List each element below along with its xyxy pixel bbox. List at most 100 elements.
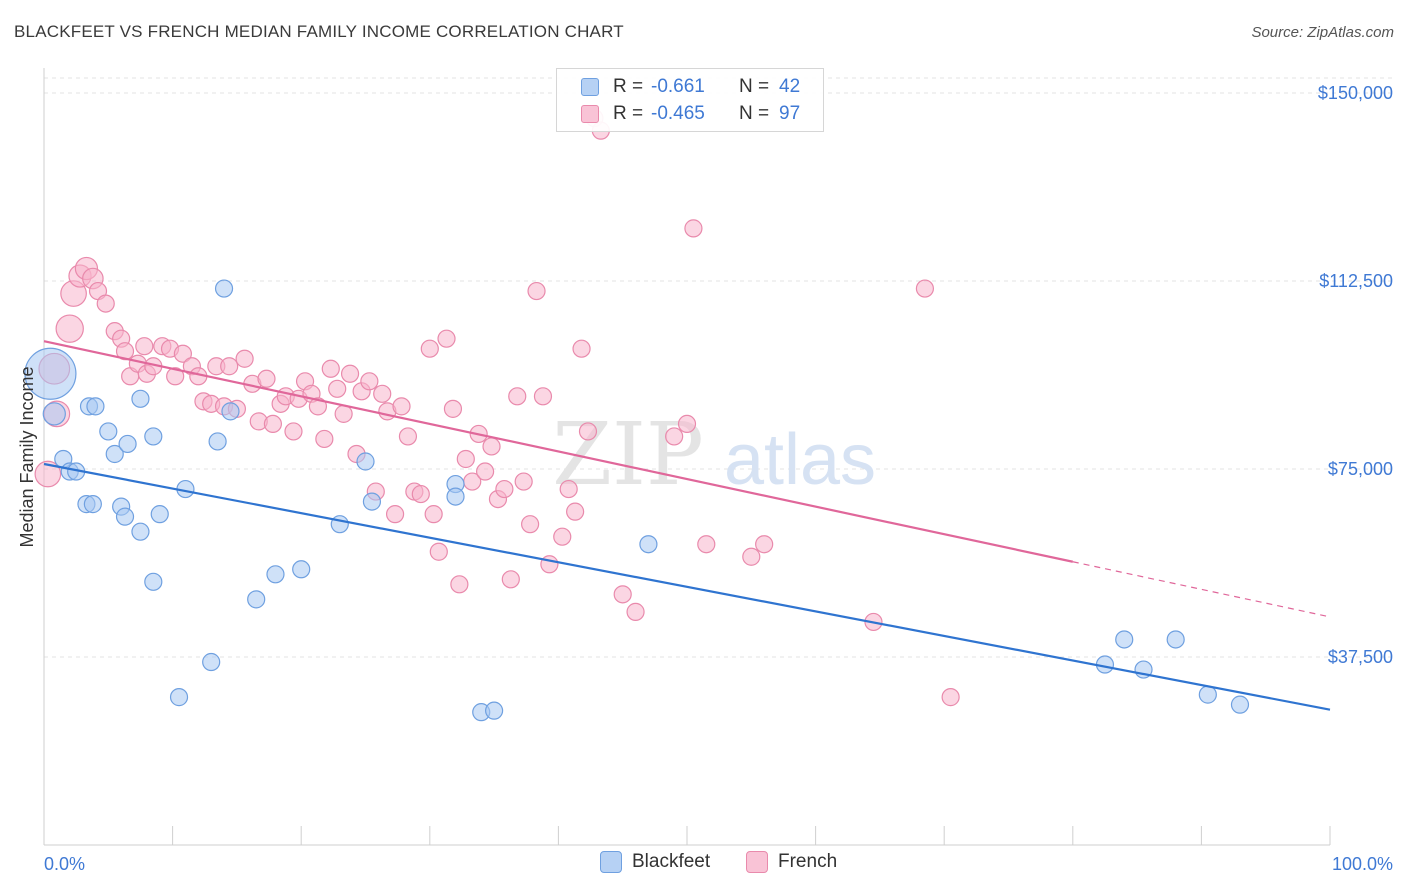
blackfeet-point xyxy=(485,701,504,720)
french-point xyxy=(697,535,716,554)
french-point xyxy=(553,527,572,546)
french-point xyxy=(559,479,578,499)
legend-swatch-blackfeet xyxy=(581,78,599,96)
series-legend-blackfeet[interactable]: Blackfeet xyxy=(600,851,710,873)
french-point xyxy=(527,281,546,301)
legend-row-french: R = -0.465 N = 97 xyxy=(581,101,800,127)
blackfeet-point xyxy=(446,487,465,506)
french-point xyxy=(508,387,527,406)
french-point xyxy=(385,505,405,524)
blackfeet-point xyxy=(1230,695,1250,714)
french-point xyxy=(424,505,443,524)
blackfeet-point xyxy=(330,515,349,534)
french-point xyxy=(308,397,328,416)
french-point xyxy=(392,397,411,416)
french-point xyxy=(482,437,501,456)
french-point xyxy=(475,462,495,481)
french-point xyxy=(334,404,353,423)
french-point xyxy=(321,359,340,378)
legend-n-label: N = xyxy=(739,76,770,97)
french-point xyxy=(235,349,254,368)
x-tick-label: 100.0% xyxy=(1332,854,1393,874)
french-point xyxy=(166,367,185,386)
watermark-atlas: atlas xyxy=(724,420,876,500)
series-legend-french[interactable]: French xyxy=(746,851,837,873)
french-point xyxy=(328,379,347,398)
french-point xyxy=(340,364,360,383)
blackfeet-point xyxy=(1198,685,1217,704)
series-swatch-blackfeet xyxy=(600,851,622,873)
y-tick-label: $112,500 xyxy=(1319,271,1393,291)
y-tick-label: $37,500 xyxy=(1328,647,1393,667)
y-axis-title: Median Family Income xyxy=(17,366,37,547)
french-point xyxy=(941,688,960,707)
french-point xyxy=(360,372,379,391)
french-point xyxy=(684,219,703,238)
blackfeet-point xyxy=(131,389,150,408)
french-point xyxy=(915,279,935,298)
french-point xyxy=(443,399,463,418)
axes xyxy=(43,68,1331,846)
blackfeet-point xyxy=(214,279,234,298)
french-point xyxy=(315,429,334,449)
french-point xyxy=(429,542,448,561)
french-point xyxy=(220,357,239,376)
french-point xyxy=(263,414,283,434)
legend-r-label: R = xyxy=(613,103,644,124)
legend-r-value: -0.661 xyxy=(651,76,705,97)
french-point xyxy=(398,427,418,446)
french-point xyxy=(755,535,774,554)
x-tick-label: 0.0% xyxy=(44,854,85,874)
series-label-french: French xyxy=(778,851,838,872)
french-point xyxy=(626,602,645,621)
blackfeet-point xyxy=(83,495,102,514)
french-point xyxy=(34,460,62,488)
french-point xyxy=(437,329,456,348)
legend-n-label: N = xyxy=(739,103,770,124)
french-point xyxy=(55,314,84,343)
french-point xyxy=(420,339,439,358)
watermark: ZIP atlas xyxy=(552,405,876,505)
french-point xyxy=(521,515,540,534)
french-point xyxy=(501,570,520,589)
legend-r-value: -0.465 xyxy=(651,103,705,124)
french-point xyxy=(578,422,598,441)
blackfeet-point xyxy=(131,522,150,541)
blackfeet-point xyxy=(99,422,118,441)
french-trend-extension xyxy=(1072,561,1331,618)
legend-n-value: 97 xyxy=(779,103,801,124)
french-point xyxy=(450,575,469,594)
legend-swatch-french xyxy=(581,105,599,123)
correlation-legend: R = -0.661 N = 42 R = -0.465 N = 97 xyxy=(556,68,824,132)
blackfeet-point xyxy=(1115,630,1134,649)
blackfeet-point xyxy=(169,688,189,707)
french-point xyxy=(115,342,135,361)
blackfeet-point xyxy=(86,397,105,416)
tick-labels: $37,500 $75,000 $112,500 $150,000 0.0% 100.0%… xyxy=(17,83,1393,874)
french-point xyxy=(135,337,154,356)
french-point xyxy=(613,585,632,604)
french-point xyxy=(495,479,514,499)
french-point xyxy=(677,414,697,434)
y-tick-label: $150,000 xyxy=(1318,83,1393,103)
french-point xyxy=(533,387,553,406)
french-point xyxy=(514,472,533,491)
blackfeet-point xyxy=(42,402,66,426)
blackfeet-point xyxy=(266,565,285,584)
blackfeet-point xyxy=(118,434,137,454)
blackfeet-point xyxy=(247,590,266,609)
blackfeet-point xyxy=(150,505,169,524)
blackfeet-point xyxy=(292,560,311,579)
blackfeet-point xyxy=(1166,630,1185,649)
blackfeet-point xyxy=(144,572,163,591)
french-point xyxy=(742,547,761,566)
french-point xyxy=(665,427,684,446)
data-points xyxy=(24,109,1250,722)
french-point xyxy=(284,422,303,441)
french-point xyxy=(257,369,276,388)
series-swatch-french xyxy=(746,851,768,873)
blackfeet-point xyxy=(208,432,227,451)
blackfeet-point xyxy=(202,652,221,672)
trend-lines xyxy=(43,340,1331,711)
legend-r-label: R = xyxy=(613,76,644,97)
